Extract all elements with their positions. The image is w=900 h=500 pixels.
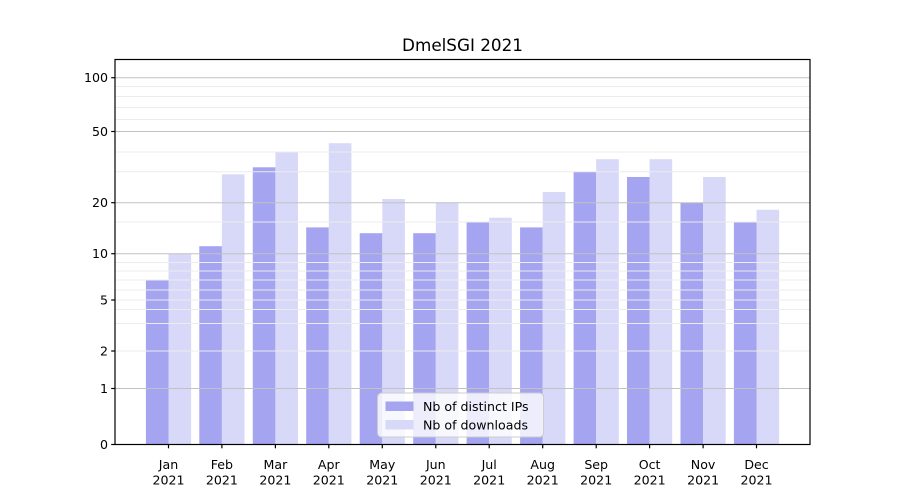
legend: Nb of distinct IPs Nb of downloads: [377, 392, 544, 438]
legend-label-downloads: Nb of downloads: [423, 418, 528, 433]
x-axis-tick-label-month: Jan: [158, 457, 178, 472]
bar-distinct-ips-jan: [145, 280, 169, 445]
legend-label-distinct-ips: Nb of distinct IPs: [423, 399, 529, 414]
x-axis-tick-label-year: 2021: [634, 473, 666, 488]
bar-distinct-ips-apr: [306, 227, 329, 445]
plot-frame: [114, 58, 811, 446]
legend-swatch-distinct-ips: [385, 401, 414, 411]
y-axis-tick-label: 1: [100, 381, 108, 396]
bar-downloads-apr: [328, 143, 352, 445]
bar-distinct-ips-dec: [733, 222, 757, 445]
bar-distinct-ips-oct: [627, 177, 650, 445]
bar-downloads-jan: [168, 253, 192, 445]
bar-distinct-ips-jun: [413, 233, 436, 445]
x-axis-tick-label-year: 2021: [580, 473, 612, 488]
x-axis-tick-label-year: 2021: [527, 473, 559, 488]
y-axis-tick-label: 50: [92, 124, 108, 139]
bar-downloads-sep: [596, 159, 619, 445]
x-axis-tick-label-year: 2021: [313, 473, 345, 488]
x-axis-tick-label-month: Nov: [691, 457, 716, 472]
y-axis-tick-label: 10: [92, 246, 108, 261]
x-axis-tick-label-month: Dec: [744, 457, 768, 472]
x-axis-tick-label-year: 2021: [473, 473, 505, 488]
axis-layer: 1005020105210Jan2021Feb2021Mar2021Apr202…: [84, 70, 773, 487]
x-axis-tick-label-year: 2021: [740, 473, 772, 488]
bar-downloads-may: [382, 199, 405, 445]
bar-distinct-ips-may: [359, 233, 383, 445]
legend-swatch-downloads: [385, 420, 414, 430]
x-axis-tick-label-month: Feb: [211, 457, 233, 472]
x-axis-tick-label-month: May: [369, 457, 396, 472]
x-axis-tick-label-month: Aug: [530, 457, 555, 472]
bar-downloads-oct: [649, 159, 673, 445]
bar-distinct-ips-mar: [252, 167, 276, 445]
bar-downloads-mar: [275, 152, 298, 445]
bar-downloads-dec: [756, 209, 780, 445]
y-axis-tick-label: 0: [100, 437, 108, 452]
x-axis-tick-label-month: Jun: [425, 457, 446, 472]
y-axis-tick-label: 20: [92, 195, 108, 210]
x-axis-tick-label-month: Apr: [318, 457, 341, 472]
x-axis-tick-label-year: 2021: [420, 473, 452, 488]
bar-downloads-aug: [542, 192, 566, 445]
x-axis-tick-label-month: Oct: [639, 457, 661, 472]
x-axis-tick-label-year: 2021: [259, 473, 291, 488]
y-axis-tick-label: 100: [84, 70, 108, 85]
x-axis-tick-label-month: Sep: [584, 457, 608, 472]
bar-downloads-jul: [489, 217, 512, 445]
grid-layer: [115, 77, 810, 389]
x-axis-tick-label-month: Jul: [481, 457, 497, 472]
bar-distinct-ips-sep: [573, 171, 597, 445]
x-axis-tick-label-year: 2021: [687, 473, 719, 488]
x-axis-tick-label-year: 2021: [366, 473, 398, 488]
x-axis-tick-label-year: 2021: [152, 473, 184, 488]
x-axis-tick-label-year: 2021: [206, 473, 238, 488]
bar-downloads-nov: [703, 177, 726, 445]
y-axis-tick-label: 2: [100, 344, 108, 359]
y-axis-tick-label: 5: [100, 293, 108, 308]
chart-title: DmelSGI 2021: [402, 35, 523, 55]
x-axis-tick-label-month: Mar: [264, 457, 289, 472]
bar-distinct-ips-feb: [199, 246, 222, 445]
legend-box: [377, 392, 544, 438]
bar-distinct-ips-aug: [520, 227, 543, 445]
